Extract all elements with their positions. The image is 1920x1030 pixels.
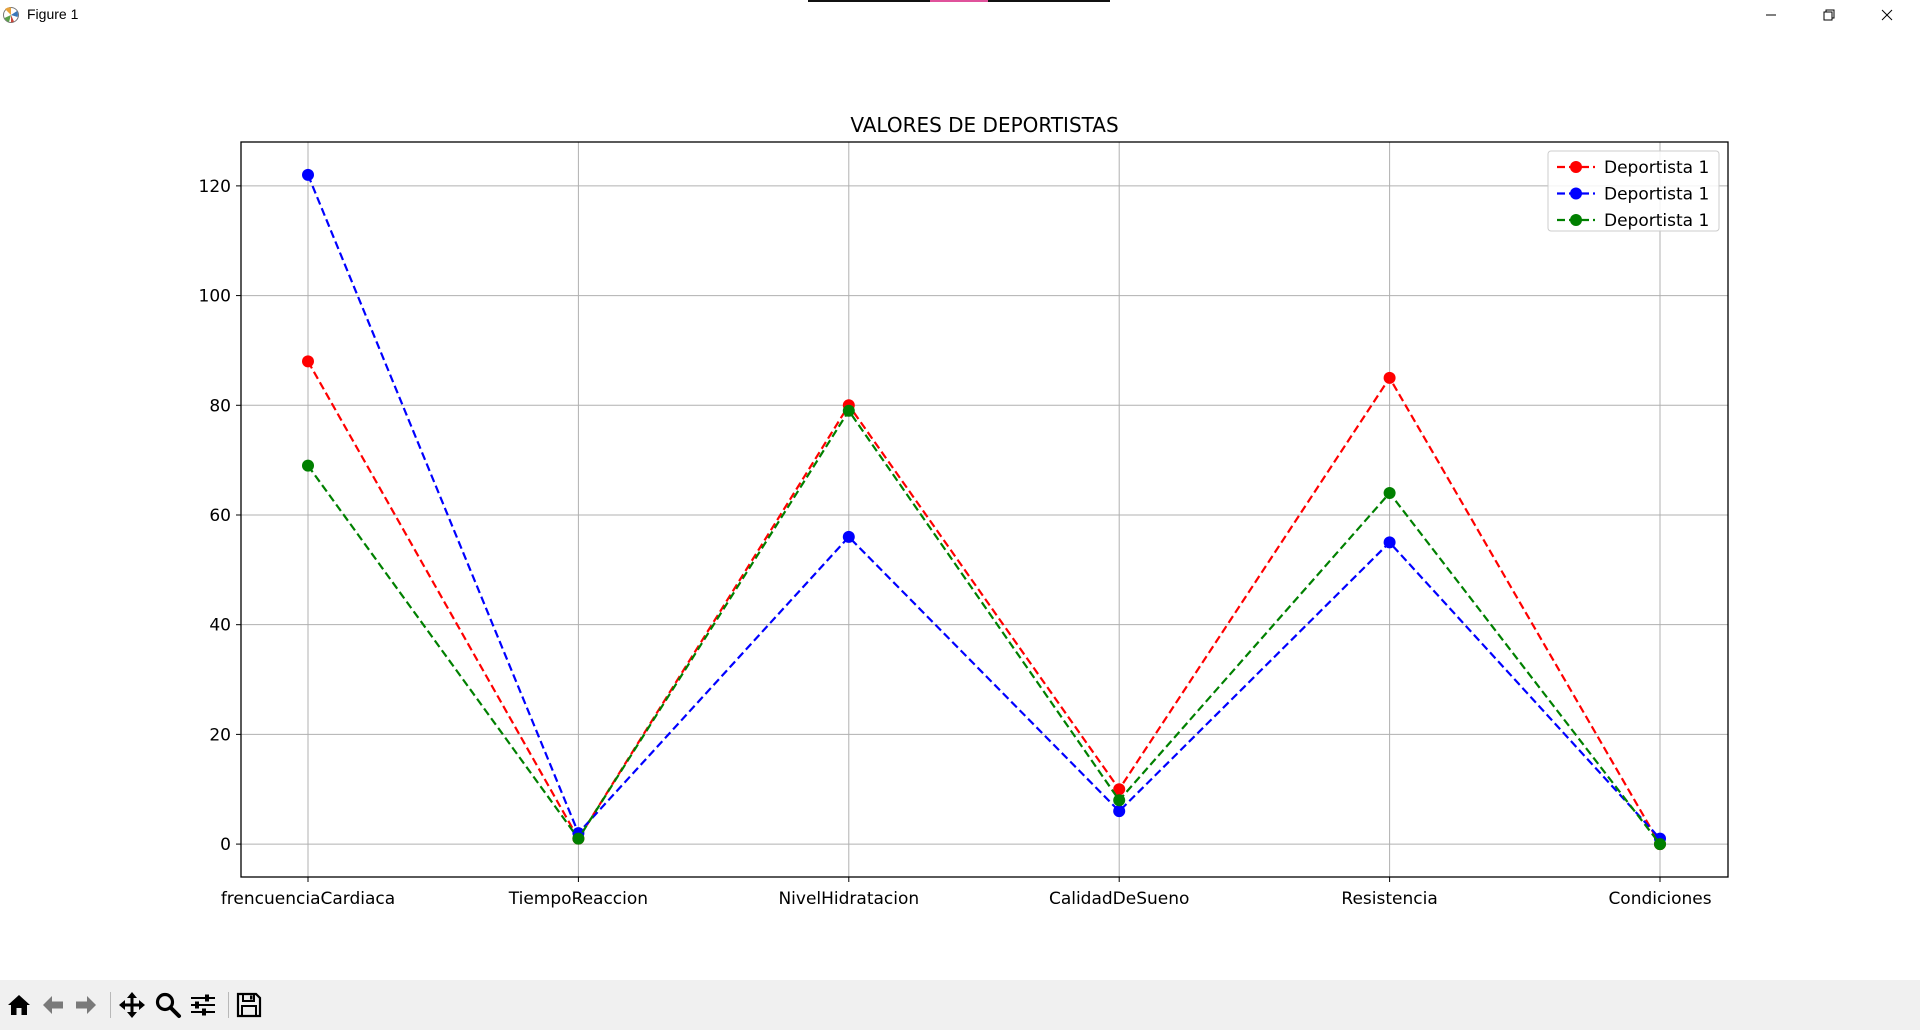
forward-button[interactable] [71, 990, 101, 1020]
chart-title: VALORES DE DEPORTISTAS [850, 113, 1118, 137]
data-point [842, 530, 855, 543]
series-line [306, 174, 1661, 840]
restore-button[interactable] [1800, 0, 1858, 30]
legend-label: Deportista 1 [1604, 185, 1709, 205]
legend-marker [1570, 214, 1582, 226]
y-tick-label: 100 [199, 287, 231, 307]
restore-icon [1823, 9, 1835, 21]
y-tick-label: 20 [209, 725, 231, 745]
data-point [1113, 794, 1126, 807]
configure-subplots-button[interactable] [188, 990, 218, 1020]
data-point [1383, 536, 1396, 549]
floppy-disk-icon [236, 992, 262, 1018]
toolbar-separator [110, 992, 111, 1018]
data-point [302, 459, 314, 472]
y-tick-label: 40 [209, 616, 231, 636]
line-chart: frencuenciaCardiaca TiempoReaccion NivelHi… [199, 113, 1729, 909]
x-tick-label: NivelHidratacion [778, 889, 919, 909]
x-tick-label: frencuenciaCardiaca [221, 889, 395, 909]
data-point [1383, 371, 1396, 384]
y-tick-label: 0 [220, 835, 231, 855]
title-accent-highlight [930, 0, 988, 2]
navigation-toolbar [0, 980, 1920, 1030]
data-point [302, 355, 314, 368]
close-button[interactable] [1858, 0, 1916, 30]
x-tick-label: TiempoReaccion [508, 889, 648, 909]
matplotlib-icon [2, 6, 20, 24]
arrow-right-icon [76, 996, 96, 1014]
window-title: Figure 1 [27, 6, 79, 22]
data-point [1113, 805, 1126, 818]
legend-box [1547, 150, 1720, 232]
minimize-button[interactable] [1742, 0, 1800, 30]
magnifier-icon [155, 992, 181, 1018]
data-point [1383, 487, 1396, 500]
figure-canvas[interactable]: frencuenciaCardiaca TiempoReaccion NivelHi… [0, 30, 1920, 980]
pan-button[interactable] [117, 990, 147, 1020]
data-point [1654, 838, 1666, 851]
legend-label: Deportista 1 [1604, 211, 1709, 231]
legend-marker [1570, 161, 1582, 173]
arrow-left-icon [43, 996, 63, 1014]
y-tick-label: 120 [199, 177, 231, 197]
home-icon [8, 995, 30, 1015]
zoom-button[interactable] [153, 990, 183, 1020]
x-tick-label: Resistencia [1341, 889, 1437, 909]
legend-marker [1570, 187, 1582, 200]
window-titlebar: Figure 1 [0, 0, 1920, 30]
x-tick-label: Condiciones [1608, 889, 1711, 909]
legend-label: Deportista 1 [1604, 158, 1709, 178]
home-button[interactable] [4, 990, 34, 1020]
minimize-icon [1766, 14, 1776, 16]
data-point [1113, 783, 1126, 796]
data-point [302, 168, 314, 181]
sliders-icon [191, 994, 215, 1016]
move-icon [119, 992, 145, 1018]
data-point [572, 832, 585, 845]
toolbar-separator [228, 992, 229, 1018]
series-line [307, 360, 1661, 845]
y-tick-label: 80 [209, 396, 231, 416]
data-point [842, 404, 855, 417]
back-button[interactable] [38, 990, 68, 1020]
y-tick-label: 60 [209, 506, 231, 526]
series-line [307, 408, 1661, 845]
close-icon [1881, 9, 1893, 21]
save-button[interactable] [234, 990, 264, 1020]
axes-frame [240, 141, 1729, 878]
x-tick-label: CalidadDeSueno [1049, 889, 1189, 909]
